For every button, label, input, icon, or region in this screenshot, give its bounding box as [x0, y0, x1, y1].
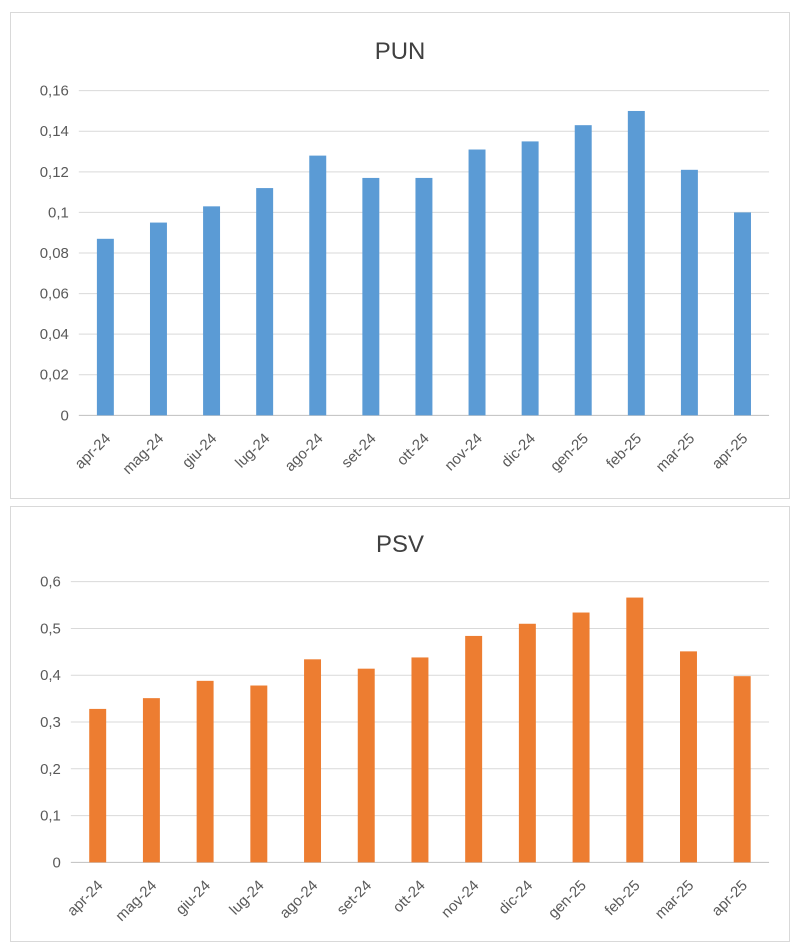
- psv-x-axis: apr-24 mag-24 giu-24 lug-24 ago-24 set-24 ott-…: [64, 877, 751, 925]
- psv-x-tick-label: nov-24: [438, 877, 482, 921]
- pun-x-tick-label: nov-24: [441, 430, 485, 474]
- pun-bar: [734, 212, 751, 416]
- pun-bar: [256, 188, 274, 416]
- pun-y-tick-label: 0,08: [40, 245, 69, 262]
- psv-chart-title: PSV: [376, 531, 424, 558]
- pun-y-tick-label: 0: [61, 407, 69, 424]
- pun-bar: [574, 125, 592, 416]
- pun-x-axis: apr-24 mag-24 giu-24 lug-24 ago-24 set-24 ott-…: [72, 430, 752, 478]
- psv-chart-panel: PSV 0 0,1 0,2 0,3 0,4 0,5 0,6 apr-24 mag-24 giu-…: [10, 506, 790, 942]
- pun-x-tick-label: lug-24: [232, 430, 273, 471]
- pun-x-tick-label: apr-25: [709, 430, 752, 473]
- pun-bar: [96, 238, 114, 416]
- pun-bar: [468, 149, 486, 416]
- psv-x-tick-label: mag-24: [112, 877, 160, 925]
- psv-y-tick-label: 0,2: [40, 761, 61, 778]
- pun-chart-panel: PUN 0 0,02 0,04 0,06 0,08 0,1 0,12 0,14 0,16 apr…: [10, 12, 790, 499]
- pun-bar: [521, 141, 539, 416]
- pun-x-tick-label: ott-24: [394, 430, 433, 469]
- pun-y-tick-label: 0,02: [40, 367, 69, 384]
- pun-y-axis: 0 0,02 0,04 0,06 0,08 0,1 0,12 0,14 0,16: [40, 83, 69, 425]
- pun-x-tick-label: ago-24: [282, 430, 327, 475]
- pun-x-tick-label: feb-25: [603, 430, 645, 472]
- psv-x-tick-label: feb-25: [602, 877, 644, 919]
- psv-x-tick-label: dic-24: [495, 877, 536, 918]
- pun-y-tick-label: 0,16: [40, 83, 69, 100]
- pun-bar: [680, 169, 698, 416]
- psv-y-tick-label: 0,4: [40, 667, 61, 684]
- pun-bar: [203, 206, 221, 416]
- psv-bar: [465, 635, 483, 863]
- psv-bar: [304, 659, 322, 863]
- psv-y-tick-label: 0,3: [40, 714, 61, 731]
- psv-bar: [518, 623, 536, 863]
- pun-bar: [149, 222, 167, 416]
- psv-x-tick-label: apr-25: [708, 877, 751, 920]
- psv-x-tick-label: apr-24: [64, 877, 107, 920]
- psv-bar: [89, 708, 107, 863]
- pun-y-tick-label: 0,1: [48, 204, 69, 221]
- psv-x-tick-label: mar-25: [652, 877, 698, 922]
- pun-x-tick-label: gen-25: [547, 430, 592, 475]
- psv-x-tick-label: giu-24: [173, 877, 214, 918]
- psv-bar: [357, 668, 375, 863]
- psv-y-tick-label: 0,5: [40, 620, 61, 637]
- psv-bars: [89, 597, 751, 863]
- psv-bar: [680, 651, 697, 863]
- pun-x-tick-label: giu-24: [179, 430, 220, 471]
- psv-y-tick-label: 0,1: [40, 808, 61, 825]
- pun-bar: [362, 177, 380, 416]
- pun-bar: [309, 155, 327, 416]
- pun-x-tick-label: set-24: [338, 430, 379, 471]
- pun-x-tick-label: dic-24: [498, 430, 539, 471]
- psv-x-tick-label: set-24: [334, 877, 375, 918]
- psv-y-axis: 0 0,1 0,2 0,3 0,4 0,5 0,6: [40, 574, 61, 872]
- psv-x-tick-label: lug-24: [226, 877, 267, 918]
- psv-bar: [626, 597, 644, 863]
- pun-y-tick-label: 0,14: [40, 123, 69, 140]
- psv-bar: [196, 680, 214, 863]
- psv-bar: [733, 676, 751, 863]
- pun-y-tick-label: 0,12: [40, 164, 69, 181]
- psv-x-tick-label: ago-24: [276, 877, 321, 922]
- psv-x-tick-label: ott-24: [390, 877, 429, 916]
- pun-y-tick-label: 0,04: [40, 326, 69, 343]
- psv-chart: PSV 0 0,1 0,2 0,3 0,4 0,5 0,6 apr-24 mag-24 giu-…: [40, 531, 770, 925]
- pun-x-tick-label: apr-24: [72, 430, 115, 473]
- psv-bar: [142, 698, 160, 863]
- pun-bars: [96, 110, 751, 416]
- psv-bar: [250, 685, 268, 863]
- pun-y-tick-label: 0,06: [40, 286, 69, 303]
- psv-y-tick-label: 0,6: [40, 574, 61, 591]
- psv-bar: [411, 657, 429, 863]
- pun-x-tick-label: mag-24: [119, 430, 167, 478]
- pun-x-tick-label: mar-25: [653, 430, 699, 475]
- pun-chart-title: PUN: [375, 38, 426, 65]
- pun-chart: PUN 0 0,02 0,04 0,06 0,08 0,1 0,12 0,14 0,16 apr…: [40, 38, 770, 478]
- psv-y-tick-label: 0: [53, 854, 61, 871]
- pun-bar: [627, 110, 645, 416]
- pun-bar: [415, 177, 433, 416]
- psv-x-tick-label: gen-25: [545, 877, 590, 922]
- psv-bar: [572, 612, 590, 863]
